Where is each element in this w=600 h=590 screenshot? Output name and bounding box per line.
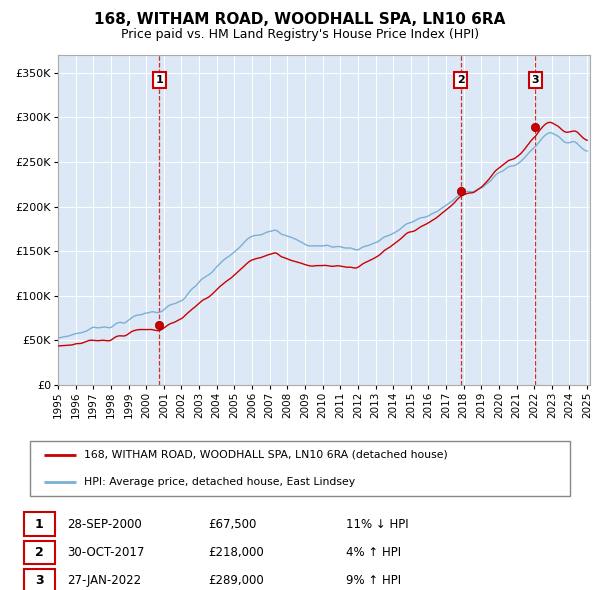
Text: 168, WITHAM ROAD, WOODHALL SPA, LN10 6RA: 168, WITHAM ROAD, WOODHALL SPA, LN10 6RA <box>94 12 506 27</box>
Text: 2: 2 <box>35 546 44 559</box>
FancyBboxPatch shape <box>23 513 55 536</box>
Text: HPI: Average price, detached house, East Lindsey: HPI: Average price, detached house, East… <box>84 477 355 487</box>
Text: 28-SEP-2000: 28-SEP-2000 <box>67 517 142 530</box>
Text: 3: 3 <box>35 575 44 588</box>
FancyBboxPatch shape <box>30 441 570 496</box>
Text: 4% ↑ HPI: 4% ↑ HPI <box>346 546 401 559</box>
Text: £289,000: £289,000 <box>208 575 263 588</box>
Text: £218,000: £218,000 <box>208 546 263 559</box>
Text: 9% ↑ HPI: 9% ↑ HPI <box>346 575 401 588</box>
FancyBboxPatch shape <box>23 569 55 590</box>
Text: £67,500: £67,500 <box>208 517 256 530</box>
Text: 3: 3 <box>532 75 539 85</box>
Text: 1: 1 <box>35 517 44 530</box>
Text: 27-JAN-2022: 27-JAN-2022 <box>67 575 141 588</box>
Text: 30-OCT-2017: 30-OCT-2017 <box>67 546 144 559</box>
Text: Price paid vs. HM Land Registry's House Price Index (HPI): Price paid vs. HM Land Registry's House … <box>121 28 479 41</box>
Text: 1: 1 <box>155 75 163 85</box>
Text: 11% ↓ HPI: 11% ↓ HPI <box>346 517 409 530</box>
Text: 2: 2 <box>457 75 464 85</box>
FancyBboxPatch shape <box>23 541 55 564</box>
Text: 168, WITHAM ROAD, WOODHALL SPA, LN10 6RA (detached house): 168, WITHAM ROAD, WOODHALL SPA, LN10 6RA… <box>84 450 448 460</box>
